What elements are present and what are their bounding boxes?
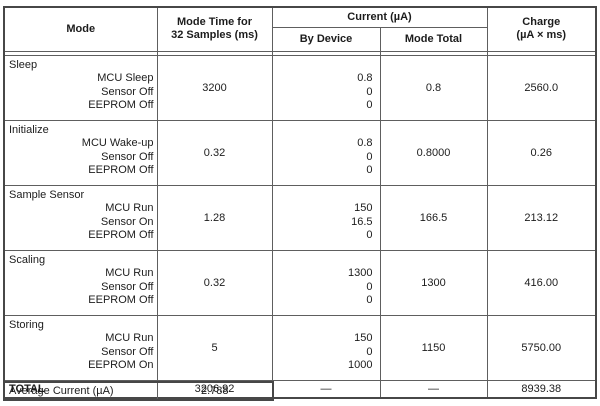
device-line: Sensor Off [101,345,154,358]
device-line: MCU Run [105,267,154,279]
by-device-value: 0 [366,294,373,306]
mode-time-cell: 1.28 [156,184,273,251]
by-device-value: 0 [366,280,373,293]
by-device-value: 0 [366,99,373,111]
col-header-mode: Mode [3,6,158,52]
charge-cell: 0.26 [486,119,597,186]
by-device-value: 0 [366,164,373,176]
mode-cell: Sample Sensor MCU Run Sensor On EEPROM O… [3,184,158,251]
charge-header-line1: Charge [522,15,561,28]
header-row-1: Mode Mode Time for 32 Samples (ms) Curre… [3,6,597,52]
by-device-cell: 150 16.5 0 [271,184,381,251]
by-device-value: 1000 [348,359,373,371]
table-row-sample-sensor: Sample Sensor MCU Run Sensor On EEPROM O… [3,184,597,251]
mode-name: Sample Sensor [9,188,85,201]
total-mode-total-dash: — [379,379,488,398]
device-line: MCU Run [105,202,154,214]
mode-time-header-line1: Mode Time for [177,15,252,28]
device-line: EEPROM Off [88,99,154,111]
by-device-value: 0.8 [357,137,373,149]
table-row-storing: Storing MCU Run Sensor Off EEPROM On 5 1… [3,314,597,381]
mode-cell: Initialize MCU Wake-up Sensor Off EEPROM… [3,119,158,186]
mode-total-cell: 1300 [379,249,488,316]
mode-name: Initialize [9,123,49,136]
mode-total-cell: 1150 [379,314,488,381]
device-line: EEPROM On [88,359,154,371]
col-header-mode-total: Mode Total [379,26,488,52]
charge-cell: 5750.00 [486,314,597,381]
by-device-cell: 0.8 0 0 [271,54,381,121]
mode-cell: Storing MCU Run Sensor Off EEPROM On [3,314,158,381]
by-device-cell: 150 0 1000 [271,314,381,381]
device-line: Sensor Off [101,85,154,98]
by-device-cell: 0.8 0 0 [271,119,381,186]
device-line: EEPROM Off [88,294,154,306]
charge-cell: 416.00 [486,249,597,316]
by-device-value: 0.8 [357,72,373,84]
mode-name: Sleep [9,58,38,71]
header-row-2: By Device Mode Total [4,26,596,52]
mode-time-cell: 0.32 [156,119,273,186]
col-header-mode-time: Mode Time for 32 Samples (ms) [156,6,273,52]
mode-total-cell: 166.5 [379,184,488,251]
mode-name: Scaling [9,253,46,266]
device-line: Sensor Off [101,150,154,163]
charge-cell: 213.12 [486,184,597,251]
table-row-sleep: Sleep MCU Sleep Sensor Off EEPROM Off 32… [3,54,597,121]
device-line: EEPROM Off [88,229,154,241]
by-device-value: 0 [366,150,373,163]
mode-time-cell: 0.32 [156,249,273,316]
mode-name: Storing [9,318,44,331]
by-device-value: 0 [366,229,373,241]
total-charge: 8939.38 [486,379,597,398]
by-device-cell: 1300 0 0 [271,249,381,316]
by-device-value: 150 [354,202,373,214]
device-line: EEPROM Off [88,164,154,176]
average-current-table: Average Current (µA) 2.788 [3,381,274,401]
table-row-scaling: Scaling MCU Run Sensor Off EEPROM Off 0.… [3,249,597,316]
average-current-value: 2.788 [156,381,274,401]
col-header-charge: Charge (µA × ms) [486,6,597,52]
mode-time-cell: 5 [156,314,273,381]
table-row-initialize: Initialize MCU Wake-up Sensor Off EEPROM… [3,119,597,186]
mode-cell: Scaling MCU Run Sensor Off EEPROM Off [3,249,158,316]
mode-total-cell: 0.8 [379,54,488,121]
by-device-value: 0 [366,85,373,98]
by-device-value: 0 [366,345,373,358]
mode-cell: Sleep MCU Sleep Sensor Off EEPROM Off [3,54,158,121]
total-by-device-dash: — [271,379,381,398]
mode-total-cell: 0.8000 [379,119,488,186]
col-header-current: Current (µA) [271,6,488,28]
by-device-value: 1300 [348,267,373,279]
mode-time-header-line2: 32 Samples (ms) [171,29,258,42]
device-line: Sensor On [100,215,154,228]
device-line: MCU Wake-up [81,137,154,149]
charge-cell: 2560.0 [486,54,597,121]
power-budget-table: Mode Mode Time for 32 Samples (ms) Curre… [3,6,597,399]
device-line: MCU Sleep [97,72,154,84]
by-device-value: 150 [354,332,373,344]
average-current-row: Average Current (µA) 2.788 [3,381,274,401]
charge-header-line2: (µA × ms) [516,29,567,42]
col-header-by-device: By Device [271,26,381,52]
device-line: Sensor Off [101,280,154,293]
mode-time-cell: 3200 [156,54,273,121]
average-current-label: Average Current (µA) [3,381,158,401]
device-line: MCU Run [105,332,154,344]
by-device-value: 16.5 [351,215,373,228]
